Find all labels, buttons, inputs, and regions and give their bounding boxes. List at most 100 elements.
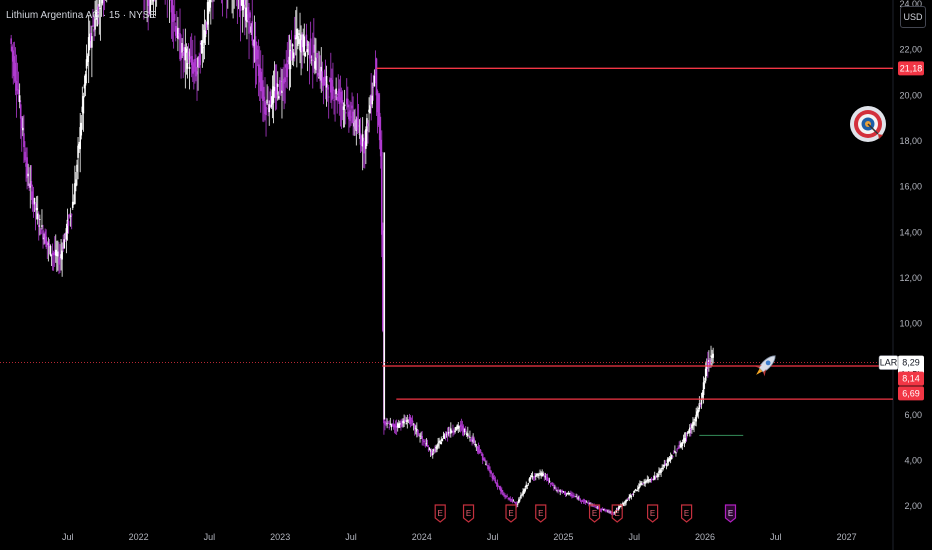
candle-body — [10, 38, 12, 44]
earnings-icon[interactable]: E — [505, 504, 517, 523]
candle-body — [325, 75, 328, 88]
y-tick-label: 16,00 — [899, 182, 922, 192]
candle-body — [31, 191, 34, 205]
candle-body — [49, 245, 52, 256]
candle-body — [402, 420, 404, 424]
candle-body — [506, 495, 508, 497]
candle-body — [515, 504, 518, 505]
candle-body — [649, 478, 652, 481]
candle-body — [62, 246, 64, 249]
svg-text:E: E — [684, 509, 689, 518]
currency-button[interactable]: USD — [900, 6, 926, 28]
candle-body — [693, 421, 695, 425]
candle-body — [623, 502, 625, 504]
candle-body — [573, 495, 575, 497]
candle-body — [601, 508, 604, 511]
candle-body — [652, 478, 655, 480]
earnings-icon[interactable]: E — [647, 504, 659, 523]
candle-body — [386, 423, 388, 425]
candle-body — [283, 78, 285, 84]
candle-body — [314, 61, 316, 69]
candle-body — [277, 96, 280, 99]
candle-body — [488, 466, 490, 470]
earnings-icon[interactable]: E — [462, 504, 475, 523]
earnings-icon[interactable]: E — [535, 504, 547, 523]
candle-body — [194, 58, 196, 72]
candle-body — [286, 63, 289, 78]
candle-body — [424, 443, 427, 447]
earnings-icon[interactable]: E — [611, 504, 623, 523]
candle-body — [86, 55, 89, 63]
candle-body — [186, 63, 189, 69]
candle-body — [197, 57, 199, 68]
candle-body — [477, 446, 480, 452]
candle-body — [541, 472, 543, 476]
candle-body — [50, 254, 53, 256]
candle-body — [685, 437, 688, 439]
candle-body — [694, 419, 696, 421]
candle-body — [58, 258, 60, 265]
candle-body — [182, 52, 185, 56]
candle-body — [171, 0, 174, 22]
candle-body — [195, 66, 197, 77]
candle-body — [472, 439, 474, 442]
candle-body — [54, 249, 57, 256]
candle-body — [484, 458, 486, 461]
candle-body — [712, 353, 714, 358]
earnings-icon[interactable]: E — [588, 504, 601, 523]
candle-body — [548, 480, 551, 482]
candle-body — [319, 69, 322, 82]
ticker-badge: LAR — [878, 355, 899, 370]
candle-body — [300, 34, 302, 53]
candle-body — [200, 43, 203, 45]
candle-body — [253, 39, 256, 46]
candle-body — [19, 104, 22, 119]
candle-body — [545, 478, 548, 480]
candle-body — [708, 360, 710, 363]
candle-body — [147, 0, 149, 6]
candle-body — [650, 479, 653, 481]
earnings-icon[interactable]: E — [724, 504, 737, 523]
candle-body — [354, 120, 357, 129]
candle-body — [258, 67, 261, 83]
earnings-icon[interactable]: E — [434, 504, 446, 523]
candle-body — [436, 445, 438, 450]
candle-body — [256, 49, 259, 60]
y-tick-label: 10,00 — [899, 319, 922, 329]
earnings-icon[interactable]: E — [680, 504, 693, 523]
candle-body — [51, 252, 54, 255]
candle-body — [338, 88, 341, 104]
candle-body — [501, 489, 503, 493]
candle-body — [353, 122, 355, 127]
candle-body — [523, 489, 525, 494]
candle-body — [176, 29, 178, 38]
candle-body — [369, 105, 371, 114]
candle-body — [701, 392, 704, 398]
candle-body — [619, 505, 622, 507]
candle-body — [426, 445, 429, 447]
candle-body — [450, 428, 452, 434]
candle-body — [446, 432, 449, 435]
candle-body — [76, 164, 78, 172]
candle-body — [594, 505, 597, 507]
candle-body — [181, 42, 183, 53]
candle-body — [262, 80, 264, 102]
candle-body — [581, 500, 584, 502]
candle-body — [179, 33, 181, 60]
candle-body — [67, 220, 70, 226]
candle-body — [85, 59, 88, 69]
candle-body — [281, 90, 283, 94]
candle-body — [342, 106, 345, 110]
candle-body — [589, 503, 591, 505]
candle-body — [583, 500, 586, 501]
candle-body — [671, 456, 674, 458]
candle-body — [412, 423, 415, 425]
candle-body — [630, 496, 633, 498]
candle-body — [284, 77, 286, 83]
candle-body — [677, 447, 679, 449]
candle-body — [676, 449, 678, 451]
candle-body — [580, 500, 583, 502]
candle-body — [521, 494, 523, 496]
